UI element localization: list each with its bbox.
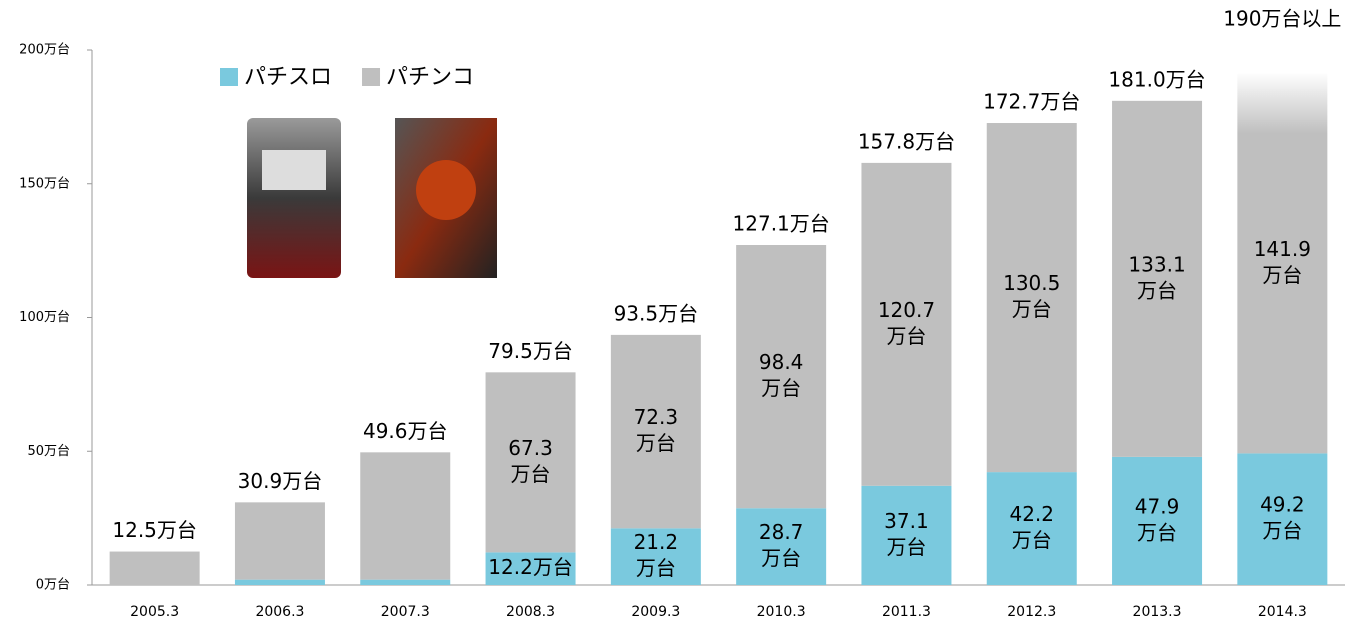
value-label: 12.2万台 xyxy=(488,555,573,579)
total-label: 93.5万台 xyxy=(614,301,699,325)
value-label: 21.2 xyxy=(634,530,679,554)
total-label: 157.8万台 xyxy=(858,129,955,153)
value-label: 120.7 xyxy=(878,298,935,322)
value-label: 万台 xyxy=(761,546,801,570)
value-label: 万台 xyxy=(1262,519,1302,543)
y-tick-label: 150万台 xyxy=(19,176,70,191)
total-label: 127.1万台 xyxy=(733,212,830,236)
total-label: 12.5万台 xyxy=(112,518,197,542)
value-label: 141.9 xyxy=(1254,237,1311,261)
value-label: 万台 xyxy=(511,462,551,486)
x-tick-label: 2005.3 xyxy=(130,604,179,620)
value-label: 万台 xyxy=(886,324,926,348)
value-label: 72.3 xyxy=(634,405,679,429)
fade-overlay xyxy=(1236,72,1328,134)
x-tick-label: 2011.3 xyxy=(882,604,931,620)
total-label: 172.7万台 xyxy=(983,90,1080,114)
value-label: 37.1 xyxy=(884,509,929,533)
legend-label: パチンコ xyxy=(386,65,474,90)
value-label: 49.2 xyxy=(1260,493,1305,517)
value-label: 万台 xyxy=(1262,263,1302,287)
machine-images xyxy=(247,118,497,278)
y-tick-label: 50万台 xyxy=(27,444,70,459)
value-label: 万台 xyxy=(886,535,926,559)
value-label: 133.1 xyxy=(1128,252,1185,276)
x-tick-label: 2007.3 xyxy=(381,604,430,620)
total-label: 181.0万台 xyxy=(1108,67,1205,91)
bar-segment xyxy=(235,502,325,579)
value-label: 万台 xyxy=(636,556,676,580)
x-tick-label: 2013.3 xyxy=(1133,604,1182,620)
pachinko-screen xyxy=(416,160,476,220)
legend-swatch xyxy=(362,68,380,86)
value-label: 万台 xyxy=(1137,278,1177,302)
legend-swatch xyxy=(220,68,238,86)
x-tick-label: 2009.3 xyxy=(631,604,680,620)
pachislot-image xyxy=(247,118,341,278)
value-label: 万台 xyxy=(1012,297,1052,321)
x-tick-label: 2006.3 xyxy=(255,604,304,620)
value-label: 47.9 xyxy=(1135,494,1180,518)
chart: 0万台 50万台 100万台 150万台 200万台 2005.3 12.5万台 2006.3… xyxy=(0,0,1366,624)
total-label: 49.6万台 xyxy=(363,419,448,443)
value-label: 万台 xyxy=(636,431,676,455)
y-tick-label: 200万台 xyxy=(19,43,70,58)
y-tick-label: 0万台 xyxy=(36,578,70,593)
value-label: 万台 xyxy=(761,376,801,400)
total-label: 190万台以上 xyxy=(1223,7,1341,31)
value-label: 67.3 xyxy=(508,436,553,460)
value-label: 万台 xyxy=(1012,528,1052,552)
x-tick-label: 2014.3 xyxy=(1258,604,1307,620)
reel-window xyxy=(262,150,326,190)
bar-segment xyxy=(360,452,450,579)
value-label: 万台 xyxy=(1137,520,1177,544)
y-tick-label: 100万台 xyxy=(19,310,70,325)
value-label: 28.7 xyxy=(759,520,804,544)
value-label: 130.5 xyxy=(1003,271,1060,295)
x-tick-label: 2010.3 xyxy=(757,604,806,620)
bar-segment xyxy=(110,552,200,585)
legend-label: パチスロ xyxy=(244,65,332,90)
value-label: 42.2 xyxy=(1009,502,1054,526)
total-label: 30.9万台 xyxy=(238,469,323,493)
x-tick-label: 2008.3 xyxy=(506,604,555,620)
bar-segment xyxy=(360,580,450,585)
value-label: 98.4 xyxy=(759,350,804,374)
bar-segment xyxy=(235,580,325,585)
x-tick-label: 2012.3 xyxy=(1007,604,1056,620)
total-label: 79.5万台 xyxy=(488,339,573,363)
